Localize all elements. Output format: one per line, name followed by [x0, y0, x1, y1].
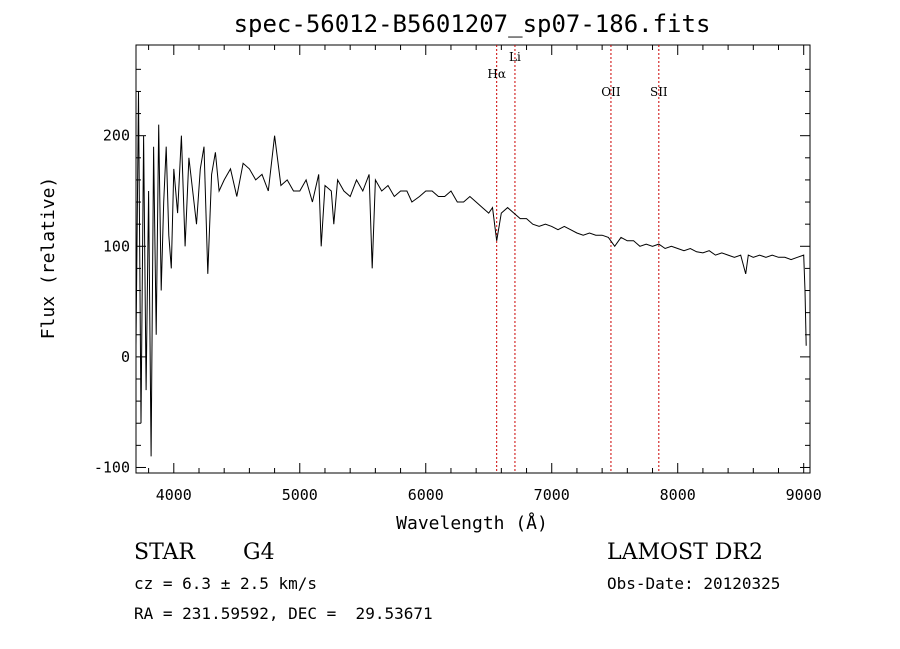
object-class: STAR — [134, 540, 195, 565]
marker-label: Hα — [487, 67, 506, 81]
y-tick-label: 0 — [121, 348, 130, 366]
y-tick-label: 100 — [103, 237, 130, 255]
x-axis: 4000 5000 6000 7000 8000 9000 — [148, 45, 822, 504]
marker-label: OII — [601, 85, 621, 99]
marker-label: Li — [509, 50, 521, 64]
x-tick-label: 9000 — [786, 486, 822, 504]
x-axis-label: Wavelength (Å) — [396, 512, 548, 534]
redshift-text: cz = 6.3 ± 2.5 km/s — [134, 574, 318, 593]
y-axis-label: Flux (relative) — [38, 177, 59, 340]
y-tick-label: -100 — [94, 458, 130, 476]
x-tick-label: 8000 — [660, 486, 696, 504]
y-axis: -100 0 100 200 — [94, 68, 810, 476]
x-tick-label: 5000 — [282, 486, 318, 504]
x-tick-label: 4000 — [156, 486, 192, 504]
marker-lines — [496, 45, 660, 473]
chart-title: spec-56012-B5601207_sp07-186.fits — [234, 10, 711, 38]
x-tick-label: 7000 — [534, 486, 570, 504]
spectrum-line — [135, 91, 807, 457]
y-tick-label: 200 — [103, 127, 130, 145]
marker-label: SII — [650, 85, 668, 99]
obs-date-text: Obs-Date: 20120325 — [607, 574, 781, 593]
object-subclass: G4 — [243, 540, 275, 565]
survey-label: LAMOST DR2 — [607, 540, 763, 565]
plot-frame — [135, 44, 811, 474]
coordinates-text: RA = 231.59592, DEC = 29.53671 — [134, 604, 433, 623]
x-tick-label: 6000 — [408, 486, 444, 504]
